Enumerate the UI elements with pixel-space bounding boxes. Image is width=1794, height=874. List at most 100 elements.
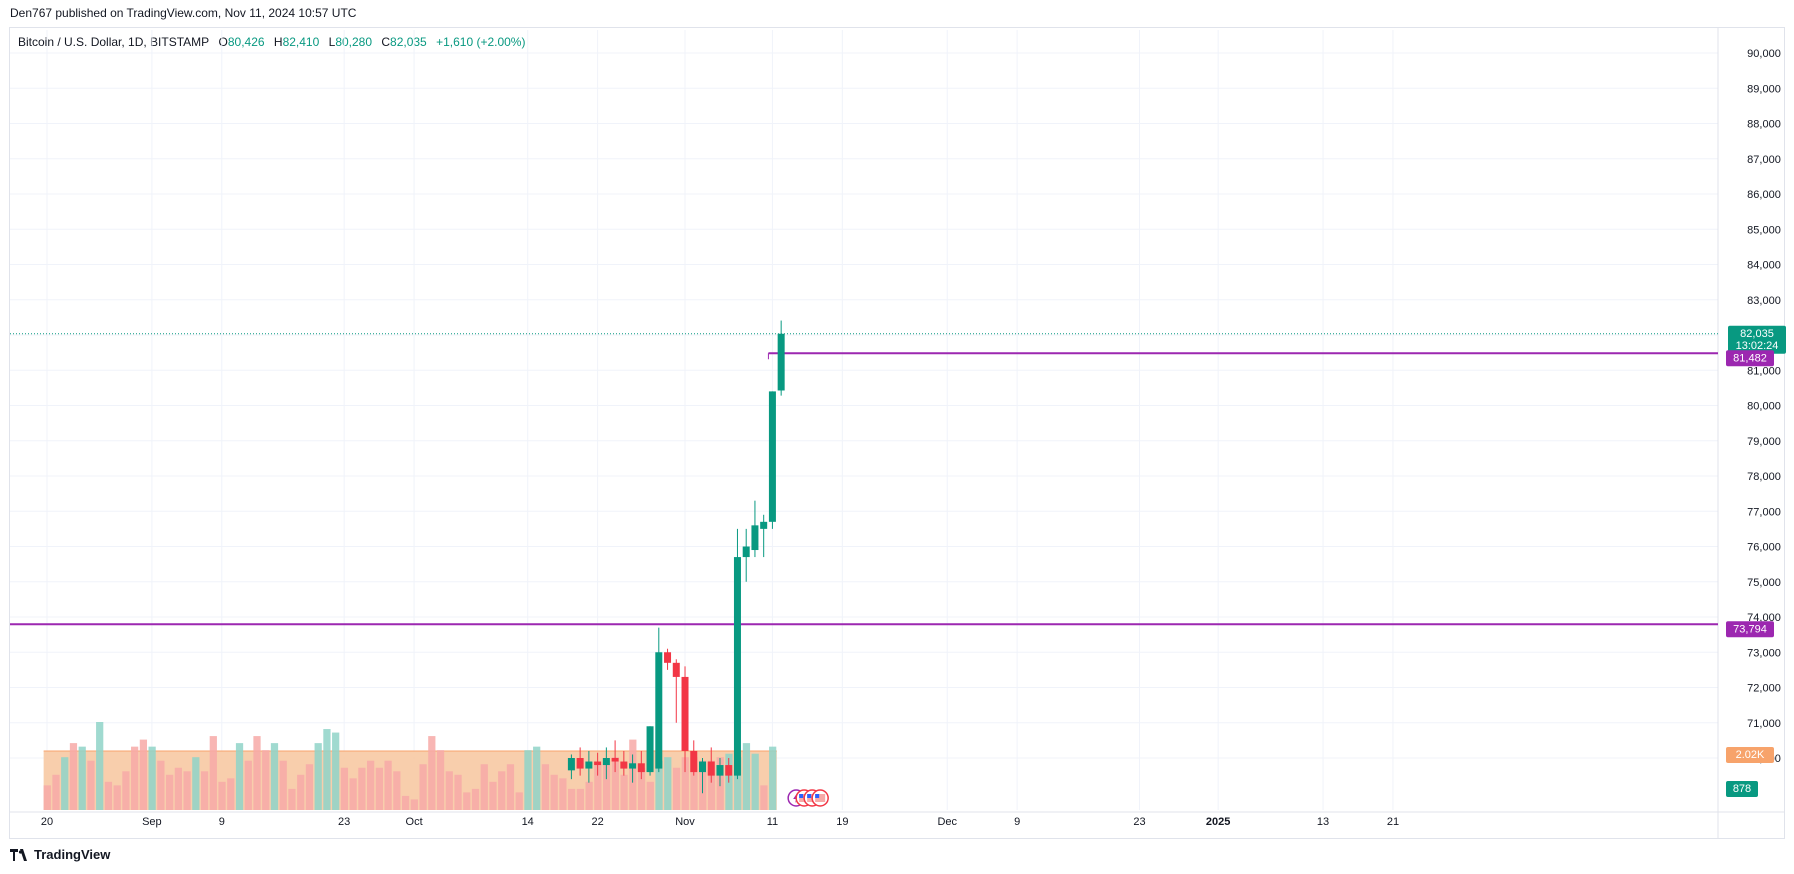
footer-brand-label: TradingView [34, 847, 111, 862]
volume-bar [244, 760, 252, 810]
candle-body [602, 758, 610, 766]
volume-bar [436, 750, 445, 810]
volume-bar [410, 799, 418, 810]
volume-bar [61, 757, 69, 810]
price-tick-label: 90,000 [1747, 48, 1781, 60]
volume-bar [655, 760, 663, 810]
volume-bar [620, 774, 628, 810]
candle-body [611, 758, 619, 762]
price-tick-label: 72,000 [1747, 683, 1781, 695]
volume-bar [375, 767, 383, 810]
tradingview-logo-icon [10, 848, 27, 861]
volume-ma-area [43, 750, 777, 810]
time-tick-label: 21 [1387, 816, 1399, 828]
price-tick-label: 77,000 [1747, 506, 1781, 518]
volume-bar [87, 760, 95, 810]
time-tick-label: Nov [675, 816, 695, 828]
candle-body [733, 557, 741, 776]
price-tick-label: 74,000 [1747, 612, 1781, 624]
volume-bar [43, 785, 51, 810]
candle-body [664, 652, 672, 663]
price-tick-label: 75,000 [1747, 577, 1781, 589]
volume-bar [183, 771, 191, 810]
volume-bar [611, 757, 619, 810]
time-tick-label: 13 [1317, 816, 1329, 828]
candle-body [716, 765, 724, 776]
volume-bar [165, 774, 174, 810]
volume-bar [384, 760, 392, 810]
volume-bar [122, 771, 130, 810]
price-tick-label: 80,000 [1747, 401, 1781, 413]
volume-last-badge-bg [1726, 781, 1758, 797]
volume-bar [332, 732, 340, 810]
volume-bar [524, 750, 532, 810]
volume-ma-badge-bg [1726, 746, 1774, 763]
volume-bar [174, 767, 182, 810]
time-tick-label: 23 [338, 816, 350, 828]
price-tick-label: 88,000 [1747, 119, 1781, 131]
candle-body [751, 525, 759, 551]
level-badge-resistance-bg [1726, 350, 1774, 367]
candle-body [681, 676, 689, 751]
price-tick-label: 84,000 [1747, 260, 1781, 272]
volume-bar [550, 774, 558, 810]
footer-brand[interactable]: TradingView [10, 847, 110, 862]
us-flag-event-icon-canton [807, 794, 812, 798]
volume-bar [672, 767, 681, 810]
candle-body [699, 761, 706, 773]
time-tick-label: Dec [937, 816, 957, 828]
volume-bar [235, 743, 244, 810]
volume-bar [52, 774, 60, 810]
volume-bar [227, 778, 235, 810]
volume-bar [349, 778, 357, 810]
volume-bar [314, 743, 322, 810]
volume-bar [489, 781, 497, 810]
volume-bar [288, 788, 296, 810]
volume-bar [340, 767, 349, 810]
us-flag-event-icon-canton [815, 794, 820, 798]
legend-low-label: L [328, 35, 336, 49]
volume-bar [734, 757, 742, 810]
volume-bar [681, 757, 689, 810]
volume-bar [393, 771, 401, 810]
candle-body [646, 726, 654, 773]
candle-body [637, 763, 645, 773]
us-flag-event-icon-canton [799, 794, 804, 798]
time-tick-label: 20 [41, 816, 53, 828]
candle-body [768, 391, 776, 522]
volume-bar [401, 795, 410, 810]
candle-body [690, 750, 698, 773]
volume-bar [367, 760, 375, 810]
volume-bar [707, 760, 716, 810]
volume-ma-badge-text: 2.02K [1736, 749, 1765, 761]
candle-body [760, 521, 768, 529]
volume-bar [498, 771, 506, 810]
price-tick-label: 79,000 [1747, 436, 1781, 448]
candle-body [777, 333, 785, 391]
candle-body [725, 765, 733, 776]
candle-body [585, 761, 593, 769]
time-tick-label: 19 [836, 816, 848, 828]
volume-bar [646, 781, 654, 810]
volume-bar [113, 785, 121, 810]
volume-bar [769, 746, 777, 810]
time-tick-label: 14 [522, 816, 534, 828]
legend-change: +1,610 (+2.00%) [436, 35, 526, 49]
volume-bar [515, 792, 523, 810]
legend-close-label: C [381, 35, 391, 49]
time-tick-label: 11 [767, 816, 778, 828]
volume-bar [305, 764, 314, 810]
volume-bar [454, 774, 462, 810]
volume-bar [262, 750, 270, 810]
volume-bar [760, 785, 768, 810]
volume-bar [480, 764, 488, 810]
volume-bar [585, 781, 593, 810]
volume-bar [253, 736, 261, 810]
volume-bar [742, 743, 751, 810]
volume-bar [445, 771, 453, 810]
volume-bar [419, 764, 427, 810]
volume-bar [200, 771, 209, 810]
price-tick-label: 87,000 [1747, 154, 1781, 166]
volume-bar [358, 767, 366, 810]
